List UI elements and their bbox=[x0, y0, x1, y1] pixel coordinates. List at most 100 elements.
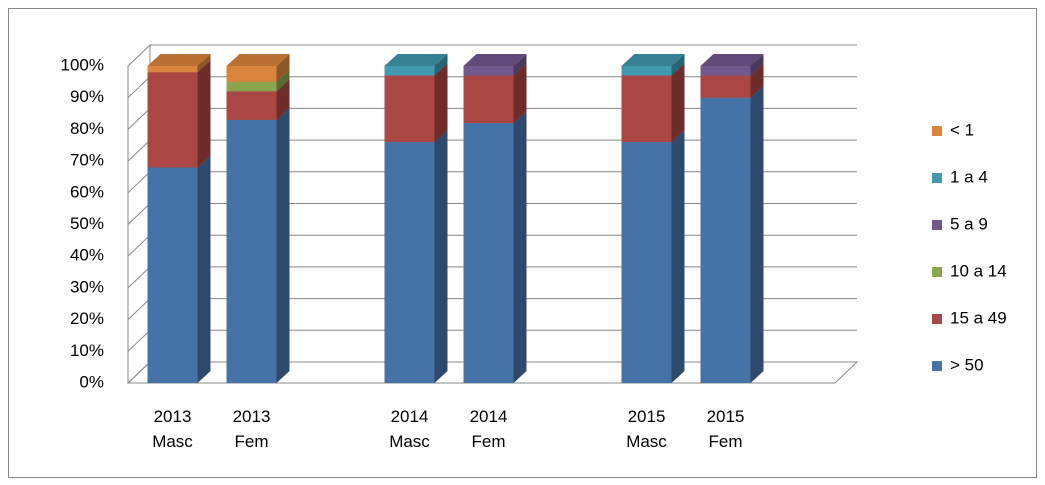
y-tick-label: 10% bbox=[70, 341, 104, 360]
bar-side-shade bbox=[276, 107, 290, 383]
bar bbox=[384, 66, 435, 76]
bar-side-shade bbox=[750, 63, 764, 98]
bar-side-shade bbox=[276, 79, 290, 120]
legend-swatch bbox=[932, 361, 942, 371]
x-tick-label: 2014 Masc bbox=[389, 407, 430, 451]
bar-side bbox=[671, 54, 685, 76]
y-tick-label: 0% bbox=[79, 372, 104, 391]
x-tick-label: 2015 Fem bbox=[706, 407, 745, 451]
bar-side-shade bbox=[197, 60, 211, 168]
y-tick-label: 20% bbox=[70, 309, 104, 328]
bar-side-shade bbox=[434, 54, 448, 76]
x-tick-label: 2015 Masc bbox=[626, 407, 667, 451]
bar bbox=[463, 123, 514, 383]
bar-top bbox=[226, 54, 290, 66]
bar-side bbox=[276, 107, 290, 383]
bar-side-shade bbox=[750, 85, 764, 383]
bar-side bbox=[750, 54, 764, 76]
y-tick-label: 60% bbox=[70, 182, 104, 201]
bar-side-shade bbox=[197, 54, 211, 73]
y-tick-label: 30% bbox=[70, 277, 104, 296]
bar-side-shade bbox=[513, 111, 527, 383]
bar-top-shade bbox=[226, 54, 290, 66]
bar-side bbox=[197, 155, 211, 383]
bar bbox=[700, 66, 751, 76]
y-tick-label: 80% bbox=[70, 119, 104, 138]
bar-side bbox=[276, 79, 290, 120]
bar bbox=[621, 66, 672, 76]
bar-top-shade bbox=[700, 54, 764, 66]
bar-top bbox=[147, 54, 211, 66]
bar bbox=[226, 91, 277, 120]
bar-top-shade bbox=[463, 54, 527, 66]
bar bbox=[463, 75, 514, 124]
bar-side bbox=[750, 85, 764, 383]
x-tick-label: 2013 Fem bbox=[232, 407, 271, 451]
bar-top bbox=[463, 54, 527, 66]
bar-side bbox=[276, 69, 290, 92]
grid-line bbox=[127, 44, 857, 67]
bar-side bbox=[197, 60, 211, 168]
bar bbox=[384, 75, 435, 143]
y-tick-label: 70% bbox=[70, 151, 104, 170]
bar-side-shade bbox=[197, 155, 211, 383]
bar-top-shade bbox=[384, 54, 448, 66]
bar-side bbox=[434, 54, 448, 76]
bar-side-shade bbox=[276, 69, 290, 92]
y-tick-label: 100% bbox=[61, 55, 104, 74]
bar bbox=[621, 75, 672, 143]
x-tick-label: 2014 Fem bbox=[469, 407, 508, 451]
bar bbox=[147, 72, 198, 168]
legend-label: > 50 bbox=[950, 355, 984, 374]
bar-top bbox=[621, 54, 685, 66]
legend-swatch bbox=[932, 126, 942, 136]
bar-top bbox=[700, 54, 764, 66]
bar-side bbox=[671, 63, 685, 143]
bar bbox=[621, 142, 672, 383]
legend-label: 10 a 14 bbox=[950, 261, 1007, 280]
bar bbox=[147, 66, 198, 73]
legend-label: < 1 bbox=[950, 120, 974, 139]
bar-side-shade bbox=[750, 54, 764, 76]
bar-side bbox=[513, 111, 527, 383]
bar-side-shade bbox=[276, 54, 290, 82]
bar-side bbox=[434, 63, 448, 143]
bar-top-shade bbox=[147, 54, 211, 66]
legend-swatch bbox=[932, 314, 942, 324]
bar-top bbox=[384, 54, 448, 66]
bar-top-shade bbox=[621, 54, 685, 66]
bar bbox=[700, 97, 751, 383]
legend-label: 5 a 9 bbox=[950, 214, 988, 233]
bar-side-shade bbox=[671, 63, 685, 143]
bar-side-shade bbox=[434, 130, 448, 383]
y-tick-label: 50% bbox=[70, 214, 104, 233]
bar bbox=[226, 66, 277, 82]
legend-swatch bbox=[932, 220, 942, 230]
bar-side-shade bbox=[513, 63, 527, 124]
x-tick-label: 2013 Masc bbox=[152, 407, 193, 451]
legend-swatch bbox=[932, 173, 942, 183]
bar-side-shade bbox=[513, 54, 527, 76]
legend-label: 15 a 49 bbox=[950, 308, 1007, 327]
bar bbox=[384, 142, 435, 383]
bar-side bbox=[513, 54, 527, 76]
bar-side-shade bbox=[671, 54, 685, 76]
bar bbox=[147, 167, 198, 383]
y-tick-label: 90% bbox=[70, 87, 104, 106]
bar bbox=[700, 75, 751, 98]
bar bbox=[226, 81, 277, 92]
bar-side bbox=[671, 130, 685, 383]
bar bbox=[463, 66, 514, 76]
bar-side bbox=[434, 130, 448, 383]
bar-side bbox=[513, 63, 527, 124]
y-tick-label: 40% bbox=[70, 246, 104, 265]
bar-side-shade bbox=[671, 130, 685, 383]
bar-side bbox=[197, 54, 211, 73]
legend-swatch bbox=[932, 267, 942, 277]
bar-side bbox=[276, 54, 290, 82]
bar bbox=[226, 119, 277, 383]
bar-side bbox=[750, 63, 764, 98]
bar-side-shade bbox=[434, 63, 448, 143]
